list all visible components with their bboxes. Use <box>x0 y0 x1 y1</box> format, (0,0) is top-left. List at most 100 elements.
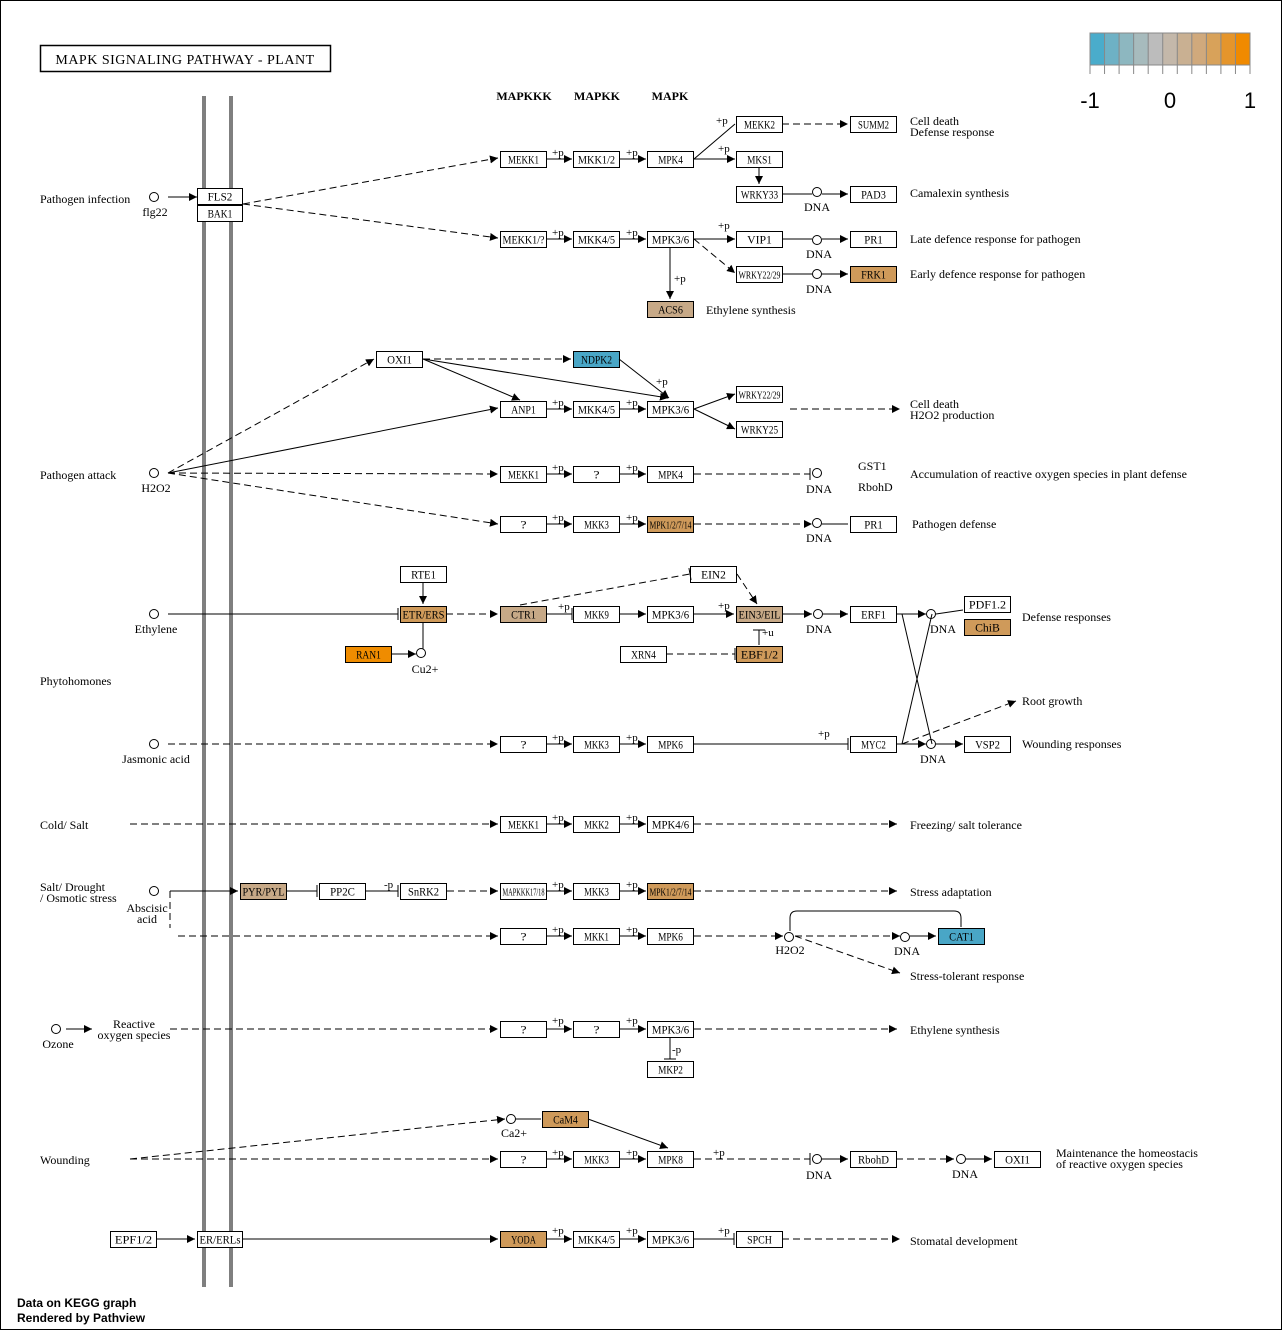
gene-box[interactable] <box>500 928 547 945</box>
gene-box[interactable] <box>850 516 897 533</box>
gene-node-vip1[interactable]: VIP1 <box>736 231 783 248</box>
gene-box[interactable] <box>573 736 620 753</box>
gene-node-mekk1[interactable]: MEKK1/? <box>500 231 547 248</box>
gene-box[interactable] <box>647 1151 694 1168</box>
gene-node-frk1[interactable]: FRK1 <box>850 266 897 283</box>
gene-box[interactable] <box>647 1061 694 1078</box>
gene-node-mkk1[interactable]: MKK1 <box>573 928 620 945</box>
gene-node-myc2[interactable]: MYC2 <box>850 736 897 753</box>
gene-box[interactable] <box>500 516 547 533</box>
gene-node-xrn4[interactable]: XRN4 <box>620 646 667 663</box>
gene-node-fls2[interactable]: FLS2 <box>197 188 243 205</box>
gene-node-ndpk2[interactable]: NDPK2 <box>573 351 620 368</box>
gene-node-pdf1-2[interactable]: PDF1.2 <box>964 596 1011 613</box>
gene-node-ein2[interactable]: EIN2 <box>690 566 737 583</box>
gene-box[interactable] <box>500 1151 547 1168</box>
gene-box[interactable] <box>573 883 620 900</box>
gene-box[interactable] <box>500 231 547 248</box>
gene-node-unknown[interactable]: ? <box>500 1021 547 1038</box>
gene-node-mapkkk17-18[interactable]: MAPKKK17/18 <box>500 883 547 900</box>
gene-box[interactable] <box>500 1231 547 1248</box>
gene-node-chib[interactable]: ChiB <box>964 619 1011 636</box>
gene-box[interactable] <box>573 606 620 623</box>
gene-box[interactable] <box>319 883 366 900</box>
gene-box[interactable] <box>500 401 547 418</box>
gene-node-yoda[interactable]: YODA <box>500 1231 547 1248</box>
gene-node-snrk2[interactable]: SnRK2 <box>400 883 447 900</box>
gene-node-unknown[interactable]: ? <box>500 1151 547 1168</box>
gene-node-mkk4-5[interactable]: MKK4/5 <box>573 231 620 248</box>
gene-box[interactable] <box>938 928 985 945</box>
gene-node-vsp2[interactable]: VSP2 <box>964 736 1011 753</box>
gene-node-rbohd[interactable]: RbohD <box>850 1151 897 1168</box>
gene-node-unknown[interactable]: ? <box>573 1021 620 1038</box>
gene-box[interactable] <box>573 1231 620 1248</box>
gene-node-cat1[interactable]: CAT1 <box>938 928 985 945</box>
gene-box[interactable] <box>400 883 447 900</box>
gene-box[interactable] <box>850 266 897 283</box>
gene-node-unknown[interactable]: ? <box>500 928 547 945</box>
gene-box[interactable] <box>573 516 620 533</box>
gene-box[interactable] <box>573 816 620 833</box>
gene-node-mekk1[interactable]: MEKK1 <box>500 466 547 483</box>
gene-node-mkk3[interactable]: MKK3 <box>573 736 620 753</box>
gene-node-mpk4[interactable]: MPK4 <box>647 466 694 483</box>
gene-box[interactable] <box>647 606 694 623</box>
gene-box[interactable] <box>647 816 694 833</box>
gene-box[interactable] <box>964 596 1011 613</box>
gene-box[interactable] <box>736 646 783 663</box>
gene-box[interactable] <box>647 151 694 168</box>
gene-box[interactable] <box>573 466 620 483</box>
gene-node-mpk1-2-7-14[interactable]: MPK1/2/7/14 <box>647 883 694 900</box>
gene-node-wrky22-29[interactable]: WRKY22/29 <box>736 266 783 283</box>
gene-node-mkk2[interactable]: MKK2 <box>573 816 620 833</box>
gene-box[interactable] <box>647 736 694 753</box>
gene-box[interactable] <box>573 928 620 945</box>
gene-node-mpk3-6[interactable]: MPK3/6 <box>647 1021 694 1038</box>
gene-box[interactable] <box>647 401 694 418</box>
gene-box[interactable] <box>500 466 547 483</box>
gene-node-pad3[interactable]: PAD3 <box>850 186 897 203</box>
gene-node-mpk3-6[interactable]: MPK3/6 <box>647 606 694 623</box>
gene-box[interactable] <box>197 205 243 222</box>
gene-node-oxi1[interactable]: OXI1 <box>994 1151 1041 1168</box>
gene-box[interactable] <box>647 928 694 945</box>
gene-node-mpk3-6[interactable]: MPK3/6 <box>647 231 694 248</box>
gene-box[interactable] <box>376 351 423 368</box>
gene-node-ctr1[interactable]: CTR1 <box>500 606 547 623</box>
gene-box[interactable] <box>500 151 547 168</box>
gene-node-mkk3[interactable]: MKK3 <box>573 883 620 900</box>
gene-node-mekk1[interactable]: MEKK1 <box>500 816 547 833</box>
gene-node-mkk3[interactable]: MKK3 <box>573 1151 620 1168</box>
gene-node-mkk3[interactable]: MKK3 <box>573 516 620 533</box>
gene-node-mpk6[interactable]: MPK6 <box>647 928 694 945</box>
gene-node-mkk9[interactable]: MKK9 <box>573 606 620 623</box>
gene-node-erf1[interactable]: ERF1 <box>850 606 897 623</box>
gene-node-bak1[interactable]: BAK1 <box>197 205 243 222</box>
gene-box[interactable] <box>500 1021 547 1038</box>
gene-node-mks1[interactable]: MKS1 <box>736 151 783 168</box>
gene-box[interactable] <box>500 606 547 623</box>
gene-box[interactable] <box>500 736 547 753</box>
gene-node-mkk4-5[interactable]: MKK4/5 <box>573 401 620 418</box>
gene-node-wrky22-29[interactable]: WRKY22/29 <box>736 386 783 403</box>
gene-node-mkp2[interactable]: MKP2 <box>647 1061 694 1078</box>
gene-node-mkk4-5[interactable]: MKK4/5 <box>573 1231 620 1248</box>
gene-node-wrky25[interactable]: WRKY25 <box>736 421 783 438</box>
gene-node-mpk4[interactable]: MPK4 <box>647 151 694 168</box>
gene-node-pr1[interactable]: PR1 <box>850 231 897 248</box>
gene-node-pr1[interactable]: PR1 <box>850 516 897 533</box>
gene-node-acs6[interactable]: ACS6 <box>647 301 694 318</box>
gene-node-mpk6[interactable]: MPK6 <box>647 736 694 753</box>
gene-node-pyr-pyl[interactable]: PYR/PYL <box>240 883 287 900</box>
gene-box[interactable] <box>573 401 620 418</box>
gene-node-summ2[interactable]: SUMM2 <box>850 116 897 133</box>
gene-box[interactable] <box>647 301 694 318</box>
gene-box[interactable] <box>573 231 620 248</box>
gene-node-mekk1[interactable]: MEKK1 <box>500 151 547 168</box>
gene-box[interactable] <box>994 1151 1041 1168</box>
gene-node-unknown[interactable]: ? <box>573 466 620 483</box>
gene-box[interactable] <box>850 231 897 248</box>
gene-box[interactable] <box>850 186 897 203</box>
gene-node-unknown[interactable]: ? <box>500 516 547 533</box>
